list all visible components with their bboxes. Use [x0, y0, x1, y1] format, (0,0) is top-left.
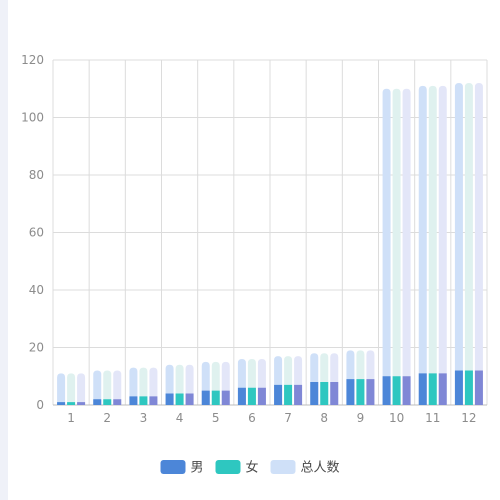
- bar-female: [103, 399, 112, 405]
- x-tick-label: 6: [248, 411, 256, 425]
- bar-female: [67, 402, 76, 405]
- bar-female: [139, 396, 148, 405]
- y-tick-label: 20: [29, 341, 44, 355]
- bar-male: [237, 387, 246, 405]
- bar-male: [310, 382, 319, 405]
- y-tick-label: 60: [29, 226, 44, 240]
- bar-male: [57, 402, 66, 405]
- bar-female-background: [67, 373, 76, 405]
- bar-total-background: [77, 373, 86, 405]
- bar-male: [454, 370, 463, 405]
- bar-male: [93, 399, 102, 405]
- x-tick-label: 9: [357, 411, 365, 425]
- y-tick-label: 40: [29, 283, 44, 297]
- bar-total: [77, 402, 86, 405]
- legend-label: 总人数: [301, 461, 340, 476]
- x-tick-label: 2: [103, 411, 111, 425]
- y-tick-label: 0: [36, 398, 44, 412]
- bar-total-background: [402, 88, 411, 405]
- bar-female: [428, 373, 437, 405]
- grid: [52, 59, 488, 406]
- y-tick-label: 80: [29, 168, 44, 182]
- bar-male-background: [418, 85, 427, 405]
- legend-swatch: [160, 460, 186, 474]
- bar-female: [320, 382, 329, 405]
- x-tick-label: 1: [67, 411, 75, 425]
- x-tick-label: 4: [176, 411, 184, 425]
- bar-male-background: [129, 367, 138, 405]
- bar-female-background: [464, 83, 473, 405]
- bar-male: [201, 390, 210, 405]
- x-tick-label: 8: [320, 411, 328, 425]
- bar-female-background: [392, 88, 401, 405]
- y-tick-label: 100: [21, 111, 44, 125]
- legend: 男 女 总人数: [160, 460, 340, 476]
- legend-label: 女: [246, 460, 259, 476]
- bar-total: [149, 396, 158, 405]
- bar-total-background: [149, 367, 158, 405]
- bar-female: [175, 393, 184, 405]
- bar-female: [211, 390, 220, 405]
- bar-male-background: [57, 373, 66, 405]
- bar-total-background: [438, 85, 447, 405]
- bar-female-background: [103, 370, 112, 405]
- bar-male: [382, 376, 391, 405]
- legend-swatch: [270, 460, 296, 474]
- bar-female: [284, 384, 293, 405]
- x-tick-label: 10: [389, 411, 404, 425]
- bar-total: [438, 373, 447, 405]
- bar-male-background: [454, 83, 463, 405]
- bar-total: [402, 376, 411, 405]
- bar-male-background: [93, 370, 102, 405]
- x-tick-label: 12: [461, 411, 476, 425]
- bar-total-background: [474, 83, 483, 405]
- bar-total: [221, 390, 230, 405]
- bar-male: [418, 373, 427, 405]
- y-tick-label: 120: [21, 53, 44, 67]
- left-panel-edge: [0, 0, 8, 500]
- bar-total: [113, 399, 122, 405]
- bar-total: [294, 384, 303, 405]
- bar-female: [356, 379, 365, 405]
- bar-female: [464, 370, 473, 405]
- bar-female-background: [428, 85, 437, 405]
- bar-male: [346, 379, 355, 405]
- bar-total-background: [113, 370, 122, 405]
- legend-label: 男: [191, 461, 204, 476]
- bar-male: [274, 384, 283, 405]
- bar-total: [366, 379, 375, 405]
- bar-total: [185, 393, 194, 405]
- legend-swatch: [215, 460, 241, 474]
- bar-female: [392, 376, 401, 405]
- bar-male: [165, 393, 174, 405]
- x-tick-label: 7: [284, 411, 292, 425]
- bar-total: [257, 387, 266, 405]
- bar-male-background: [382, 88, 391, 405]
- bar-total: [474, 370, 483, 405]
- bar-female: [247, 387, 256, 405]
- bar-female-background: [139, 367, 148, 405]
- x-tick-label: 11: [425, 411, 440, 425]
- bar-total: [330, 382, 339, 405]
- bar-male: [129, 396, 138, 405]
- x-tick-label: 5: [212, 411, 220, 425]
- x-tick-label: 3: [140, 411, 148, 425]
